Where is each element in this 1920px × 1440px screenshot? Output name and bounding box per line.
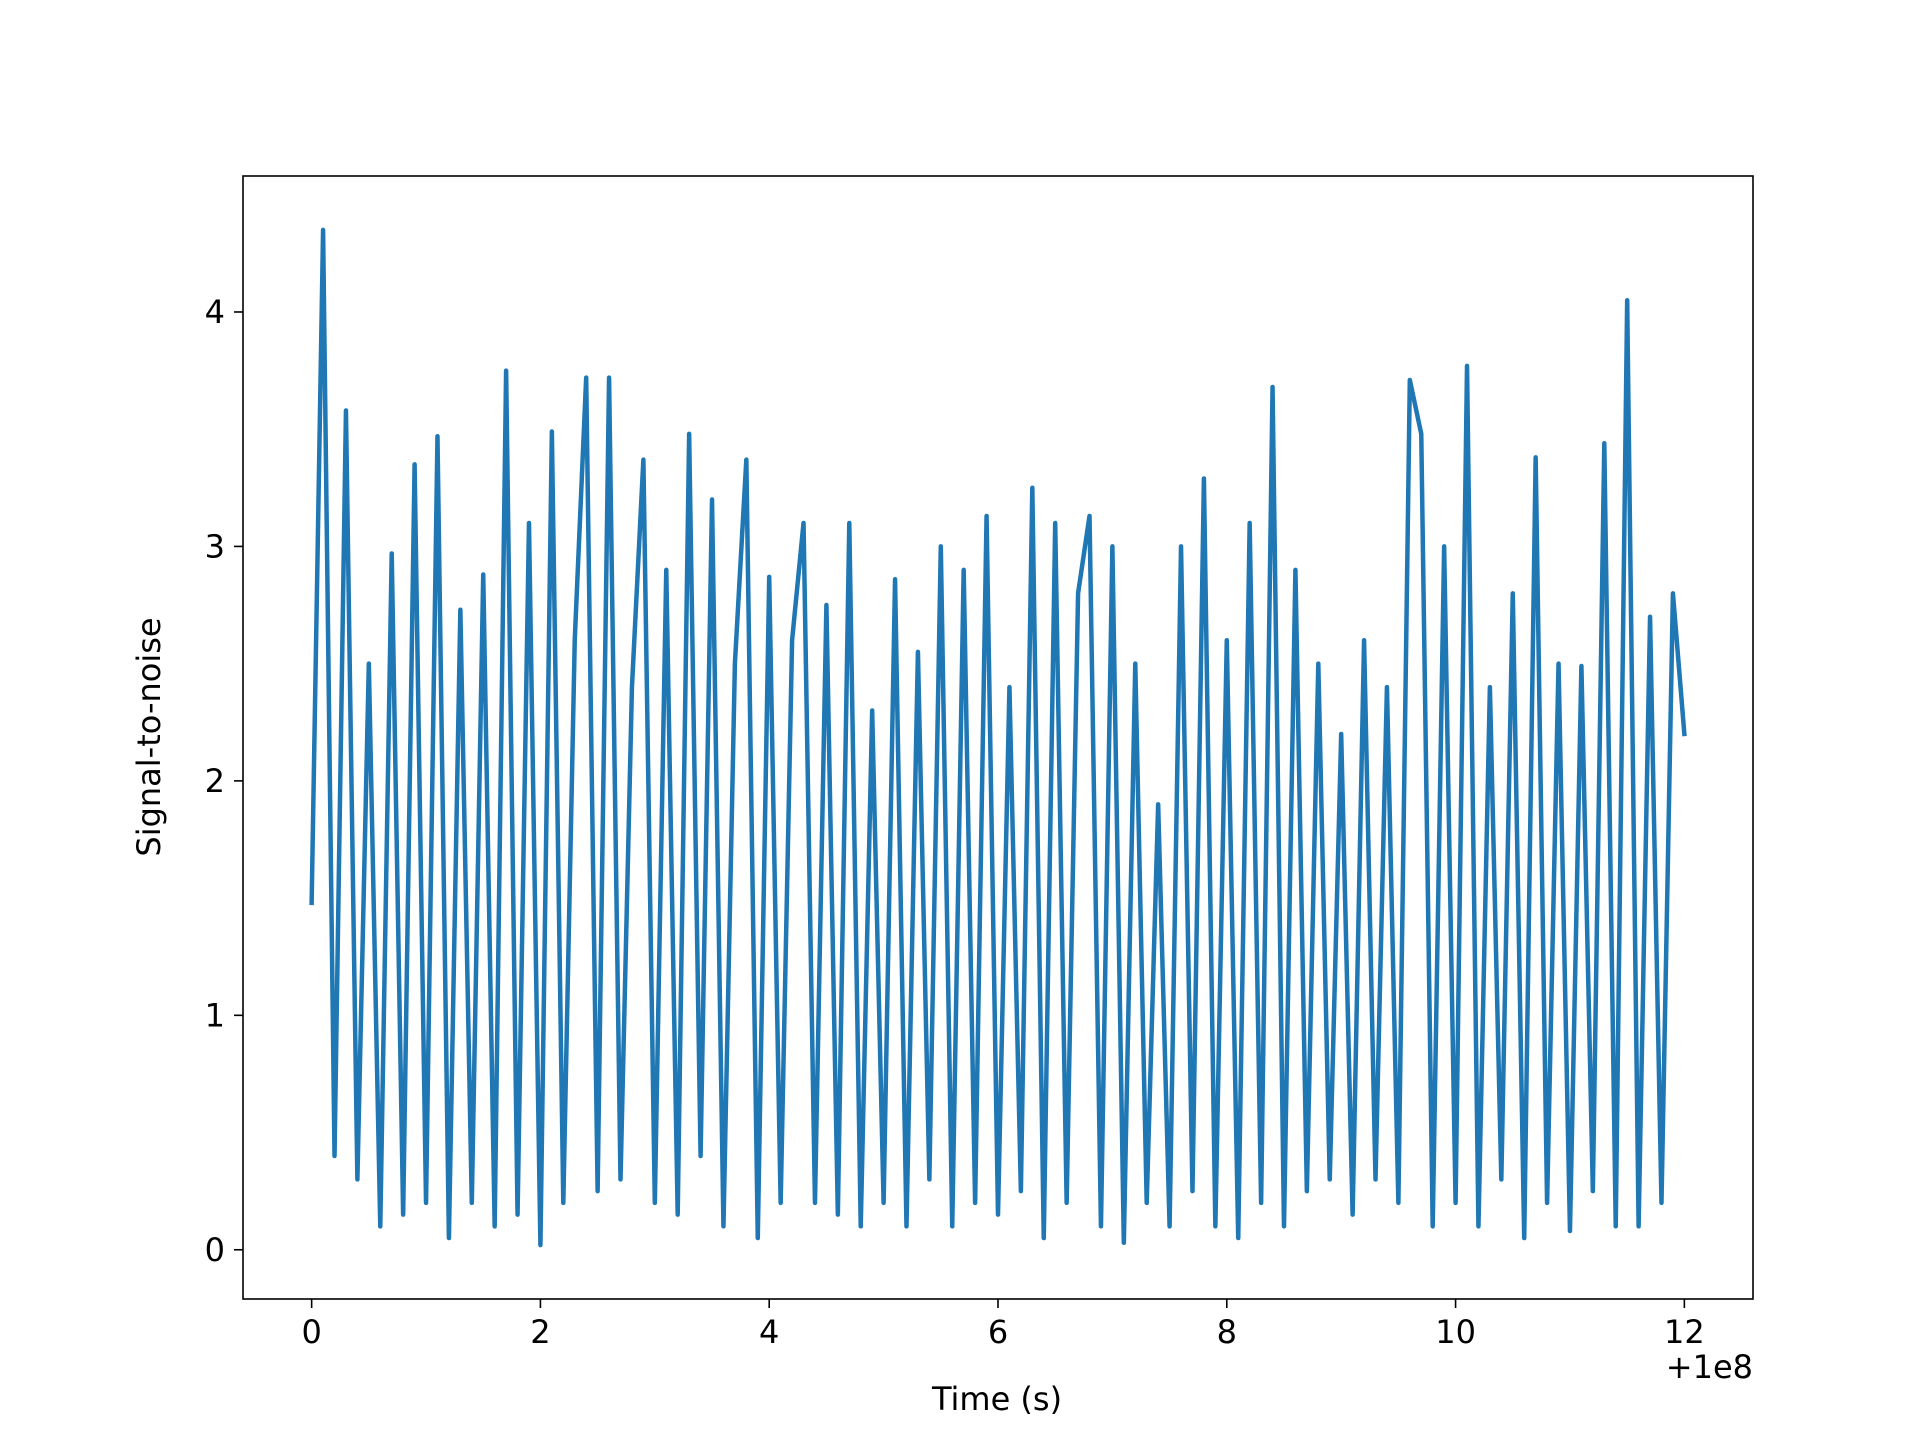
x-axis-label: Time (s)	[931, 1380, 1062, 1418]
y-tick-label: 3	[205, 527, 225, 565]
x-tick-label: 12	[1664, 1313, 1705, 1351]
data-line	[309, 227, 1687, 1248]
x-tick-label: 6	[988, 1313, 1008, 1351]
x-tick-label: 10	[1435, 1313, 1476, 1351]
x-tick-label: 8	[1217, 1313, 1237, 1351]
x-tick-label: 4	[759, 1313, 779, 1351]
y-tick-label: 0	[205, 1231, 225, 1269]
y-tick-label: 4	[205, 293, 225, 331]
y-axis-label: Signal-to-noise	[130, 617, 168, 856]
plot-frame	[242, 175, 1754, 1300]
x-offset-label: +1e8	[1666, 1348, 1753, 1386]
x-tick-label: 0	[301, 1313, 321, 1351]
y-tick-label: 2	[205, 762, 225, 800]
x-tick-label: 2	[530, 1313, 550, 1351]
y-tick-label: 1	[205, 996, 225, 1034]
